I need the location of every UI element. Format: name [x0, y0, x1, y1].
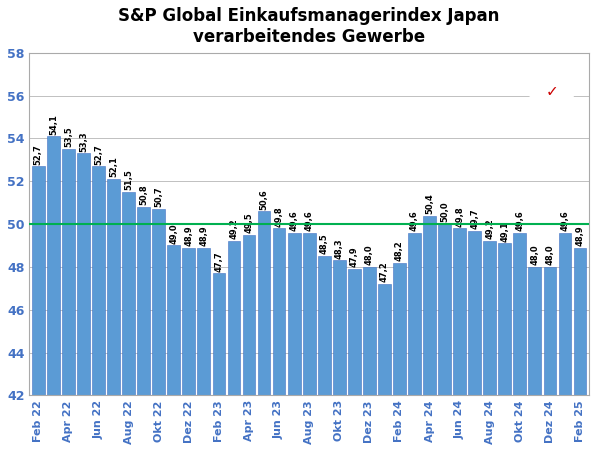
Bar — [303, 233, 315, 451]
Bar — [213, 273, 225, 451]
Text: 48,9: 48,9 — [199, 226, 209, 246]
Text: 48,2: 48,2 — [395, 240, 404, 261]
Bar — [197, 248, 210, 451]
Text: 51,5: 51,5 — [124, 170, 133, 190]
Bar — [363, 267, 375, 451]
Bar — [393, 262, 406, 451]
Text: 49,2: 49,2 — [485, 219, 494, 239]
Bar — [483, 241, 496, 451]
Bar — [573, 248, 586, 451]
Text: 48,9: 48,9 — [576, 226, 585, 246]
Text: 49,6: 49,6 — [516, 210, 524, 231]
Bar — [423, 216, 436, 451]
Bar — [558, 233, 572, 451]
Text: 48,0: 48,0 — [365, 244, 374, 265]
Text: 48,9: 48,9 — [184, 226, 193, 246]
Bar — [468, 230, 481, 451]
Text: 49,5: 49,5 — [244, 212, 253, 233]
Text: 50,4: 50,4 — [425, 193, 434, 214]
Bar — [77, 153, 90, 451]
Text: 49,6: 49,6 — [560, 210, 570, 231]
Text: 50,0: 50,0 — [440, 202, 449, 222]
Text: 49,6: 49,6 — [290, 210, 299, 231]
Bar — [513, 233, 526, 451]
Text: 47,2: 47,2 — [380, 262, 389, 282]
Bar — [378, 284, 391, 451]
Bar — [529, 267, 541, 451]
Bar — [47, 136, 60, 451]
Ellipse shape — [530, 69, 574, 113]
Text: 49,7: 49,7 — [470, 208, 479, 229]
Bar — [228, 241, 240, 451]
Text: 49,6: 49,6 — [410, 210, 419, 231]
Bar — [288, 233, 300, 451]
Bar — [257, 211, 271, 451]
Bar — [167, 245, 180, 451]
Text: 48,5: 48,5 — [319, 234, 329, 254]
Bar — [318, 256, 331, 451]
Text: 49,6: 49,6 — [305, 210, 313, 231]
Title: S&P Global Einkaufsmanagerindex Japan
verarbeitendes Gewerbe: S&P Global Einkaufsmanagerindex Japan ve… — [119, 7, 500, 46]
Bar — [243, 235, 256, 451]
Text: 50,8: 50,8 — [139, 184, 148, 205]
Text: 49,1: 49,1 — [500, 221, 510, 242]
Text: 47,7: 47,7 — [215, 251, 224, 272]
Bar — [32, 166, 45, 451]
Text: 48,0: 48,0 — [545, 244, 554, 265]
Text: 52,7: 52,7 — [34, 144, 43, 165]
Text: 49,8: 49,8 — [455, 206, 464, 227]
Bar — [544, 267, 556, 451]
Bar — [453, 228, 466, 451]
Bar — [122, 192, 135, 451]
Text: 52,7: 52,7 — [94, 144, 103, 165]
Bar — [182, 248, 195, 451]
Bar — [438, 224, 451, 451]
Bar — [408, 233, 421, 451]
Bar — [92, 166, 105, 451]
Bar — [62, 149, 75, 451]
Text: stockstreet.de: stockstreet.de — [395, 76, 496, 89]
Text: 53,3: 53,3 — [79, 131, 88, 152]
Text: 49,8: 49,8 — [275, 206, 284, 227]
Bar — [107, 179, 120, 451]
Bar — [348, 269, 361, 451]
Text: 48,3: 48,3 — [335, 238, 344, 259]
Bar — [153, 209, 165, 451]
Text: 54,1: 54,1 — [49, 114, 58, 134]
Bar — [137, 207, 150, 451]
Text: 49,2: 49,2 — [229, 219, 238, 239]
Text: 48,0: 48,0 — [530, 244, 539, 265]
Bar — [333, 261, 346, 451]
Text: 47,9: 47,9 — [350, 247, 359, 267]
Text: unabhängig • strategisch • treffischer: unabhängig • strategisch • treffischer — [393, 102, 499, 107]
Text: 53,5: 53,5 — [64, 127, 73, 147]
Bar — [498, 244, 511, 451]
Text: 49,0: 49,0 — [169, 223, 178, 244]
Text: 52,1: 52,1 — [109, 156, 118, 177]
Text: ✓: ✓ — [545, 84, 558, 99]
Text: 50,7: 50,7 — [154, 187, 163, 207]
Text: 50,6: 50,6 — [259, 189, 269, 210]
Bar — [273, 228, 285, 451]
